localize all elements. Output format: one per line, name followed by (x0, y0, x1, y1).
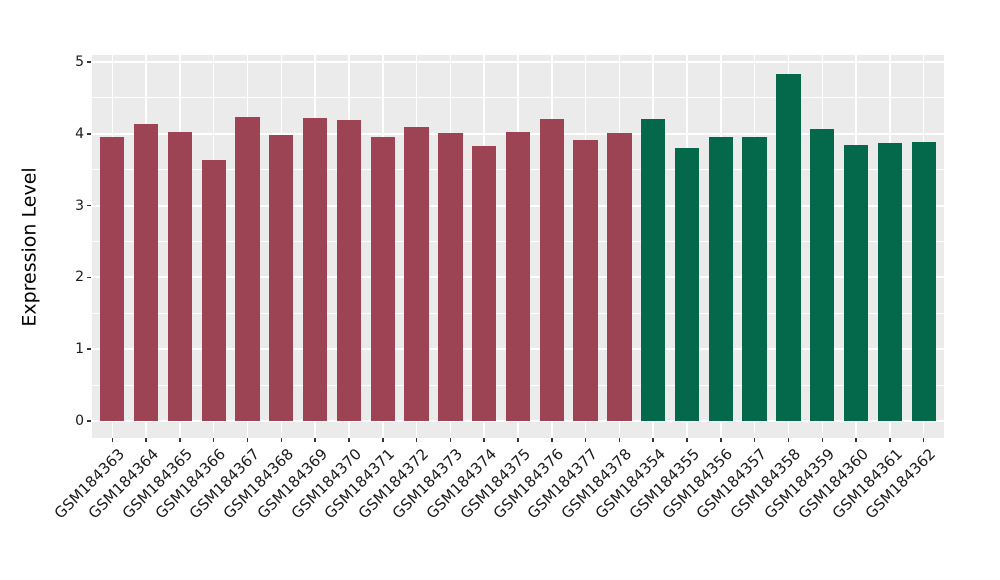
x-tick-mark (889, 438, 891, 442)
y-tick-mark (87, 276, 91, 279)
bar-GSM184361 (877, 143, 903, 421)
bar-GSM184363 (100, 136, 125, 421)
x-tick-mark (720, 438, 722, 442)
bar-GSM184373 (438, 133, 463, 421)
bar-GSM184364 (133, 124, 159, 421)
bar-GSM184371 (370, 136, 395, 421)
y-tick-mark (87, 420, 91, 422)
x-tick-mark (652, 438, 654, 442)
bar-GSM184374 (472, 146, 497, 421)
x-tick-mark (753, 438, 756, 442)
bar-GSM184359 (810, 129, 835, 421)
bar-GSM184365 (167, 132, 193, 421)
x-tick-mark (483, 438, 485, 442)
bar-GSM184360 (843, 145, 869, 421)
bar-GSM184372 (404, 126, 429, 421)
bar-GSM184377 (573, 139, 598, 421)
x-tick-mark (618, 438, 621, 442)
bar-GSM184362 (911, 141, 936, 421)
bar-GSM184355 (674, 148, 700, 421)
y-tick-label: 2 (75, 269, 84, 286)
x-tick-mark (787, 438, 790, 442)
x-tick-mark (145, 438, 147, 442)
x-tick-mark (280, 438, 283, 442)
x-tick-mark (111, 438, 114, 442)
bar-GSM184366 (201, 160, 226, 421)
bar-GSM184358 (776, 74, 801, 421)
y-tick-label: 5 (75, 54, 84, 70)
bar-GSM184368 (269, 134, 294, 421)
x-tick-mark (348, 438, 350, 442)
y-axis-title: Expression Level (0, 55, 60, 438)
y-tick-mark (87, 133, 91, 135)
x-tick-mark (179, 438, 181, 442)
y-tick-label: 3 (75, 197, 84, 214)
bar-GSM184376 (539, 119, 564, 421)
bar-GSM184367 (235, 117, 260, 421)
y-tick-label: 1 (75, 341, 84, 358)
x-tick-mark (922, 438, 925, 442)
y-tick-mark (87, 61, 91, 63)
y-tick-mark (87, 348, 91, 350)
bar-GSM184378 (607, 133, 632, 421)
bar-GSM184357 (742, 137, 767, 421)
bar-GSM184354 (641, 118, 666, 421)
x-tick-mark (382, 438, 384, 442)
y-tick-mark (87, 204, 91, 207)
x-tick-mark (246, 438, 249, 442)
bar-GSM184356 (708, 137, 733, 421)
y-axis-title-text: Expression Level (19, 166, 41, 327)
bar-GSM184375 (505, 131, 531, 421)
bar-GSM184369 (302, 118, 328, 421)
x-tick-mark (686, 438, 688, 442)
x-tick-mark (551, 438, 553, 442)
bar-GSM184370 (336, 120, 362, 421)
y-tick-label: 0 (75, 413, 84, 429)
x-tick-mark (449, 438, 452, 442)
x-tick-mark (415, 438, 418, 442)
x-tick-mark (821, 438, 824, 442)
plot-panel (92, 55, 944, 438)
x-tick-mark (584, 438, 587, 442)
x-tick-mark (212, 438, 215, 442)
x-tick-mark (855, 438, 857, 442)
y-tick-label: 4 (75, 125, 84, 142)
x-tick-mark (314, 438, 316, 442)
x-tick-mark (517, 438, 519, 442)
